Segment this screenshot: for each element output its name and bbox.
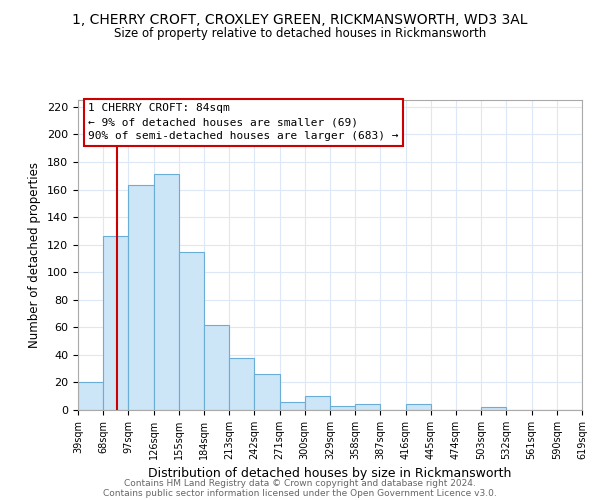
Bar xyxy=(128,186,154,410)
Text: 1, CHERRY CROFT, CROXLEY GREEN, RICKMANSWORTH, WD3 3AL: 1, CHERRY CROFT, CROXLEY GREEN, RICKMANS… xyxy=(72,12,528,26)
Bar xyxy=(355,404,380,410)
Text: 1 CHERRY CROFT: 84sqm
← 9% of detached houses are smaller (69)
90% of semi-detac: 1 CHERRY CROFT: 84sqm ← 9% of detached h… xyxy=(88,103,398,141)
X-axis label: Distribution of detached houses by size in Rickmansworth: Distribution of detached houses by size … xyxy=(148,468,512,480)
Bar xyxy=(229,358,254,410)
Y-axis label: Number of detached properties: Number of detached properties xyxy=(28,162,41,348)
Bar xyxy=(204,324,229,410)
Bar xyxy=(406,404,431,410)
Bar xyxy=(254,374,280,410)
Bar xyxy=(330,406,355,410)
Bar xyxy=(280,402,305,410)
Bar xyxy=(78,382,103,410)
Text: Contains HM Land Registry data © Crown copyright and database right 2024.: Contains HM Land Registry data © Crown c… xyxy=(124,478,476,488)
Text: Contains public sector information licensed under the Open Government Licence v3: Contains public sector information licen… xyxy=(103,488,497,498)
Bar xyxy=(305,396,330,410)
Bar xyxy=(103,236,128,410)
Bar xyxy=(179,252,204,410)
Bar xyxy=(481,407,506,410)
Text: Size of property relative to detached houses in Rickmansworth: Size of property relative to detached ho… xyxy=(114,28,486,40)
Bar xyxy=(154,174,179,410)
